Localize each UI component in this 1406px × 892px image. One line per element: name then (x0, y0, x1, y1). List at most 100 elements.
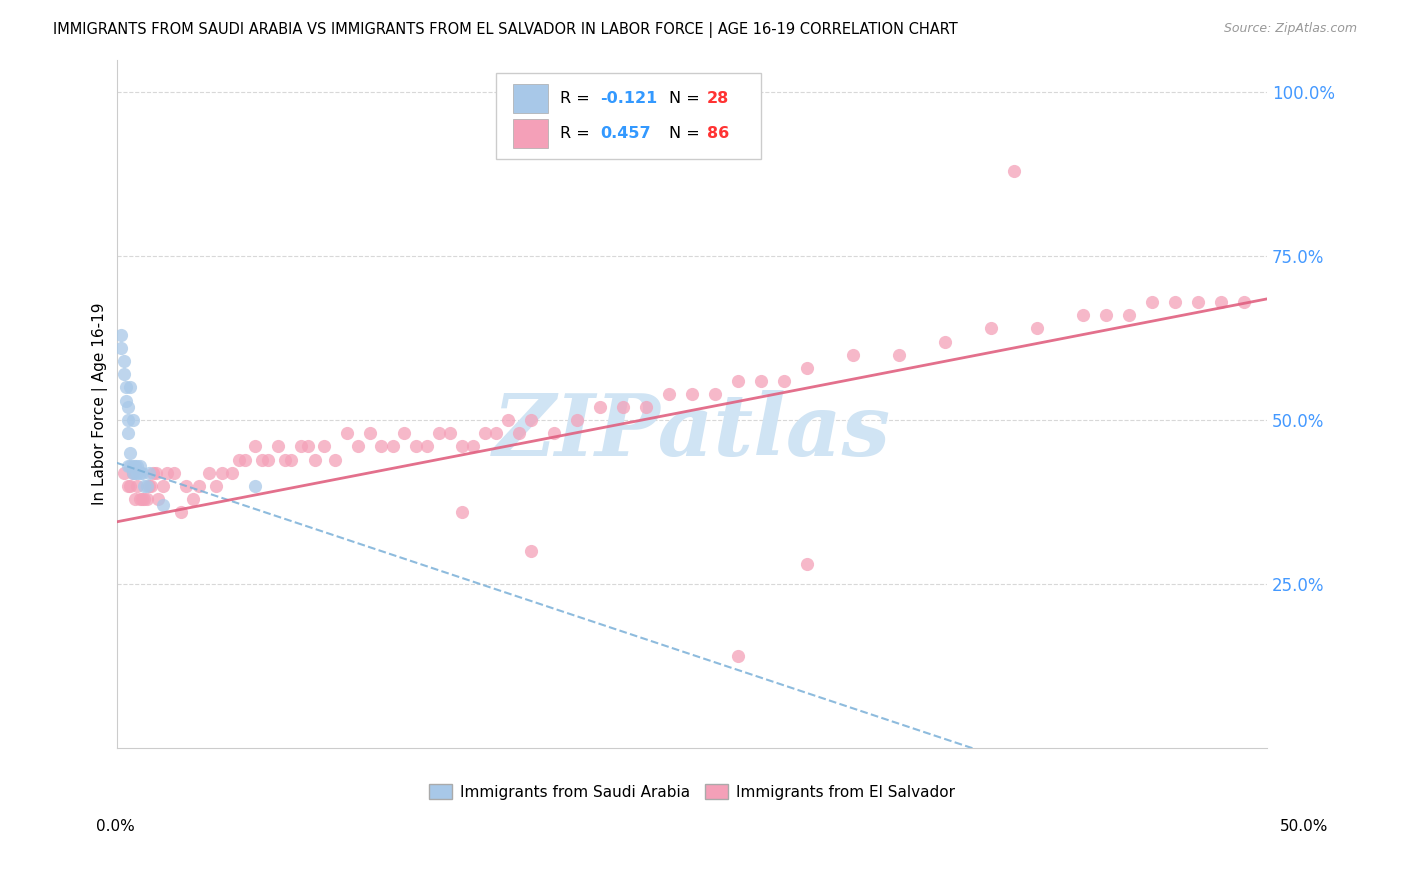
Point (463, 439, 485, 453)
Text: 0.457: 0.457 (600, 126, 651, 141)
Point (131, 466, 153, 480)
Point (134, 479, 156, 493)
Text: N =: N = (669, 91, 704, 106)
Point (543, 426, 565, 441)
Point (117, 413, 139, 427)
Point (1140, 295, 1163, 310)
Point (416, 439, 439, 453)
Point (1095, 308, 1118, 322)
Point (496, 413, 519, 427)
Point (519, 544, 541, 558)
Point (124, 491, 146, 506)
Point (727, 374, 749, 388)
Legend: Immigrants from Saudi Arabia, Immigrants from El Salvador: Immigrants from Saudi Arabia, Immigrants… (423, 778, 960, 805)
Point (146, 491, 169, 506)
Point (204, 479, 226, 493)
Point (110, 328, 132, 343)
Text: R =: R = (560, 91, 595, 106)
Point (796, 360, 818, 375)
Point (156, 466, 179, 480)
Point (474, 426, 496, 441)
Point (336, 426, 359, 441)
Point (887, 348, 910, 362)
Point (135, 491, 157, 506)
Point (508, 426, 530, 441)
Point (658, 387, 681, 401)
Point (121, 459, 143, 474)
Point (163, 466, 186, 480)
Y-axis label: In Labor Force | Age 16-19: In Labor Force | Age 16-19 (93, 302, 108, 505)
Point (120, 479, 142, 493)
Point (124, 466, 146, 480)
Point (519, 413, 541, 427)
Point (405, 439, 427, 453)
Point (243, 479, 266, 493)
Point (1233, 295, 1256, 310)
Point (152, 499, 174, 513)
Point (273, 452, 295, 467)
Point (450, 439, 472, 453)
Text: ZIPatlas: ZIPatlas (492, 390, 891, 473)
Point (304, 452, 326, 467)
Point (796, 558, 818, 572)
Point (612, 400, 634, 414)
Point (135, 479, 157, 493)
Point (197, 466, 219, 480)
Point (427, 426, 450, 441)
Point (772, 374, 794, 388)
Point (128, 491, 150, 506)
Text: R =: R = (560, 126, 595, 141)
Point (1209, 295, 1232, 310)
Point (381, 439, 404, 453)
Point (392, 426, 415, 441)
Point (181, 491, 204, 506)
Point (290, 439, 312, 453)
Point (115, 380, 138, 394)
Point (121, 413, 143, 427)
Text: Source: ZipAtlas.com: Source: ZipAtlas.com (1223, 22, 1357, 36)
Point (280, 452, 302, 467)
Point (131, 491, 153, 506)
Point (170, 505, 193, 519)
Point (1071, 308, 1094, 322)
Point (565, 413, 588, 427)
Text: 86: 86 (707, 126, 728, 141)
Point (138, 466, 160, 480)
Point (117, 479, 139, 493)
Point (439, 426, 461, 441)
Point (134, 491, 156, 506)
Point (359, 426, 381, 441)
Point (1002, 164, 1025, 178)
Point (141, 479, 163, 493)
Point (934, 334, 956, 349)
Point (450, 505, 472, 519)
Point (347, 439, 370, 453)
Point (1187, 295, 1209, 310)
Point (152, 479, 174, 493)
Point (127, 479, 149, 493)
Point (110, 341, 132, 355)
Point (749, 374, 772, 388)
Point (115, 393, 138, 408)
Text: 50.0%: 50.0% (1281, 819, 1329, 834)
Point (120, 446, 142, 460)
Point (323, 452, 346, 467)
Point (250, 452, 273, 467)
Point (142, 466, 165, 480)
Text: 28: 28 (707, 91, 728, 106)
Point (228, 452, 250, 467)
Point (257, 452, 280, 467)
Point (634, 400, 657, 414)
Point (703, 387, 725, 401)
Point (1118, 308, 1140, 322)
Point (128, 459, 150, 474)
Point (221, 466, 243, 480)
FancyBboxPatch shape (496, 73, 761, 160)
Point (120, 380, 142, 394)
Text: -0.121: -0.121 (600, 91, 657, 106)
Point (485, 426, 508, 441)
Point (117, 459, 139, 474)
Point (235, 452, 257, 467)
Point (727, 649, 749, 664)
Point (681, 387, 703, 401)
